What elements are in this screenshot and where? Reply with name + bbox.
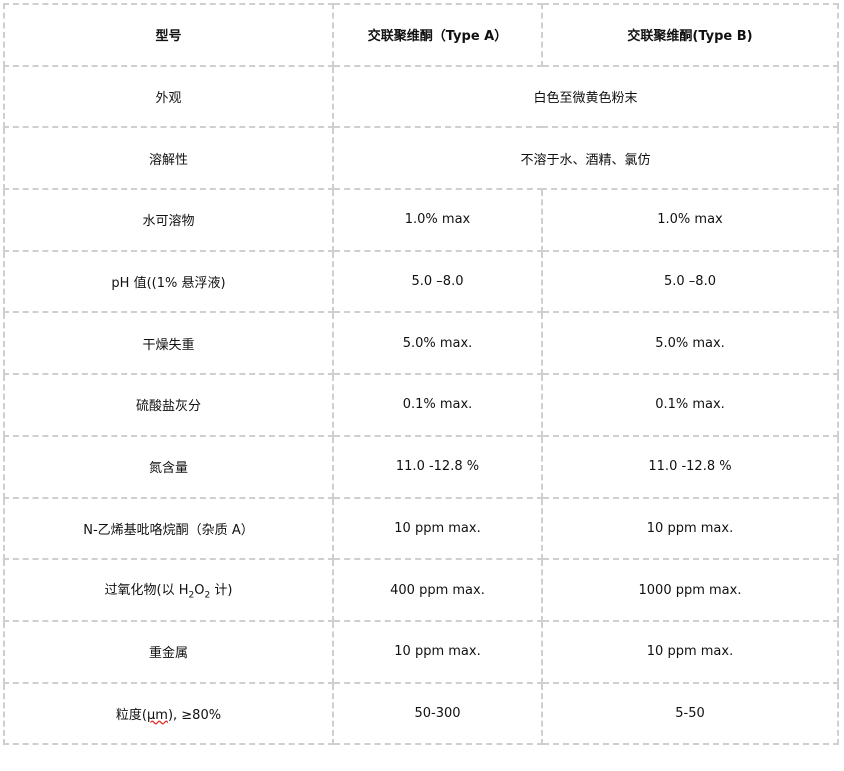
label-text: 过氧化物(以 H <box>104 583 189 599</box>
label-text: ), ≥80% <box>167 707 222 723</box>
value-type-a: 11.0 -12.8 % <box>332 434 543 499</box>
table-row: 水可溶物 1.0% max 1.0% max <box>3 188 839 252</box>
value-type-a: 0.1% max. <box>332 373 543 437</box>
merged-value: 白色至微黄色粉末 <box>332 64 839 129</box>
value-type-a: 10 ppm max. <box>332 496 543 561</box>
value-type-b: 5.0% max. <box>541 311 839 376</box>
table-row: 溶解性 不溶于水、酒精、氯仿 <box>3 126 839 191</box>
value-type-a: 1.0% max <box>332 188 543 252</box>
row-label: pH 值((1% 悬浮液) <box>3 249 334 314</box>
value-type-a: 50-300 <box>332 681 543 746</box>
table-row: pH 值((1% 悬浮液) 5.0 –8.0 5.0 –8.0 <box>3 249 839 314</box>
value-type-a: 10 ppm max. <box>332 619 543 684</box>
table-row: 过氧化物(以 H2O2 计) 400 ppm max. 1000 ppm max… <box>3 558 839 622</box>
label-text: 计) <box>210 583 233 599</box>
merged-value: 不溶于水、酒精、氯仿 <box>332 126 839 191</box>
subscript: 2 <box>204 590 211 601</box>
row-label: 溶解性 <box>3 126 334 191</box>
table-row: 外观 白色至微黄色粉末 <box>3 64 839 129</box>
specification-table: 型号 交联聚维酮（Type A） 交联聚维酮(Type B) 外观 白色至微黄色… <box>3 3 839 746</box>
value-type-a: 5.0 –8.0 <box>332 249 543 314</box>
value-type-b: 5.0 –8.0 <box>541 249 839 314</box>
value-type-b: 0.1% max. <box>541 373 839 437</box>
value-type-b: 1.0% max <box>541 188 839 252</box>
row-label: 水可溶物 <box>3 188 334 252</box>
subscript: 2 <box>188 590 195 601</box>
value-type-b: 10 ppm max. <box>541 496 839 561</box>
label-text: O <box>194 583 205 599</box>
header-model: 型号 <box>3 3 334 67</box>
row-label: 过氧化物(以 H2O2 计) <box>3 558 334 622</box>
row-label: 氮含量 <box>3 434 334 499</box>
table-row: N-乙烯基吡咯烷酮（杂质 A） 10 ppm max. 10 ppm max. <box>3 496 839 561</box>
row-label: 干燥失重 <box>3 311 334 376</box>
value-type-b: 11.0 -12.8 % <box>541 434 839 499</box>
table-row: 氮含量 11.0 -12.8 % 11.0 -12.8 % <box>3 434 839 499</box>
row-label: N-乙烯基吡咯烷酮（杂质 A） <box>3 496 334 561</box>
header-type-a: 交联聚维酮（Type A） <box>332 3 543 67</box>
table-row: 重金属 10 ppm max. 10 ppm max. <box>3 619 839 684</box>
row-label: 硫酸盐灰分 <box>3 373 334 437</box>
value-type-a: 5.0% max. <box>332 311 543 376</box>
table-row: 粒度(μm), ≥80% 50-300 5-50 <box>3 681 839 746</box>
row-label: 外观 <box>3 64 334 129</box>
table-row: 硫酸盐灰分 0.1% max. 0.1% max. <box>3 373 839 437</box>
label-text: 粒度( <box>115 707 147 723</box>
spellcheck-word: μm <box>147 707 168 723</box>
row-label: 重金属 <box>3 619 334 684</box>
row-label: 粒度(μm), ≥80% <box>3 681 334 746</box>
header-type-b: 交联聚维酮(Type B) <box>541 3 839 67</box>
value-type-b: 10 ppm max. <box>541 619 839 684</box>
value-type-a: 400 ppm max. <box>332 558 543 622</box>
table-row: 干燥失重 5.0% max. 5.0% max. <box>3 311 839 376</box>
header-row: 型号 交联聚维酮（Type A） 交联聚维酮(Type B) <box>3 3 839 67</box>
value-type-b: 5-50 <box>541 681 839 746</box>
value-type-b: 1000 ppm max. <box>541 558 839 622</box>
